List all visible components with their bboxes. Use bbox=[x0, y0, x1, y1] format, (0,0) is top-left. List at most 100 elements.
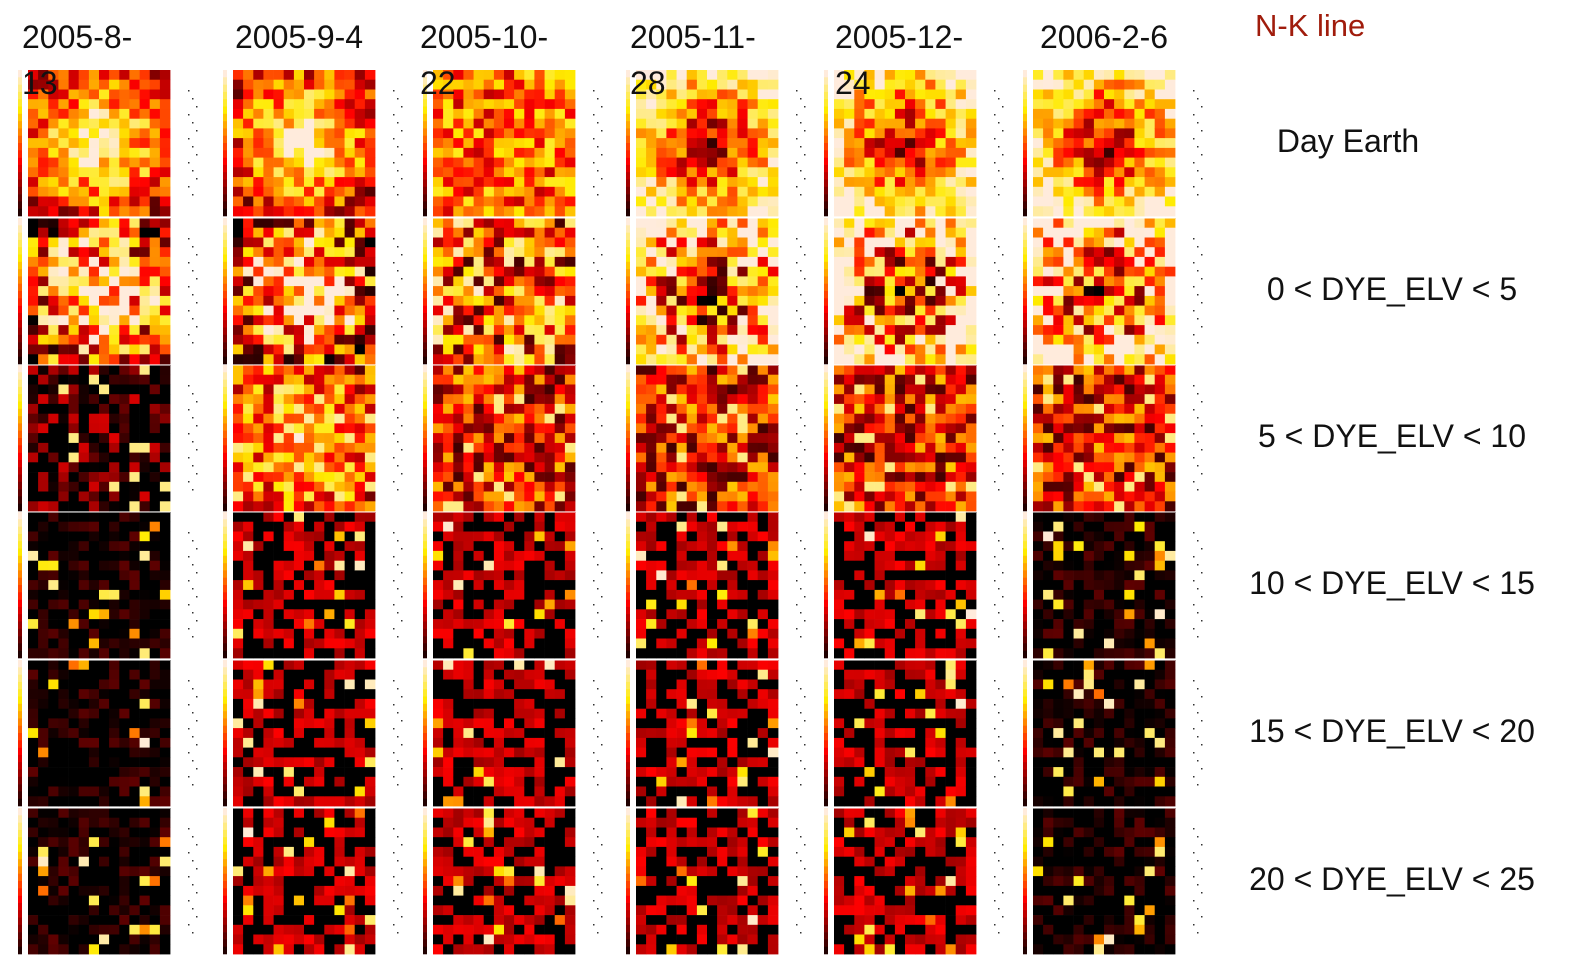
heatmap-cell bbox=[354, 628, 366, 639]
heatmap-cell bbox=[68, 512, 80, 523]
heatmap-cell bbox=[915, 206, 926, 217]
heatmap-cell bbox=[1063, 70, 1074, 81]
heatmap-cell bbox=[925, 325, 936, 336]
heatmap-cell bbox=[1124, 501, 1135, 512]
heatmap-cell bbox=[844, 266, 855, 277]
heatmap-cell bbox=[1164, 286, 1176, 297]
heatmap-cell bbox=[767, 286, 779, 297]
heatmap-cell bbox=[905, 276, 916, 287]
heatmap-cell bbox=[666, 315, 677, 326]
heatmap-cell bbox=[564, 147, 576, 158]
heatmap-cell bbox=[844, 276, 855, 287]
heatmap-cell bbox=[1134, 394, 1145, 405]
heatmap-cell bbox=[293, 501, 305, 512]
heatmap-cell bbox=[834, 227, 845, 238]
heatmap-cell bbox=[78, 305, 90, 316]
heatmap-cell bbox=[1083, 325, 1095, 336]
heatmap-cell bbox=[463, 167, 474, 178]
heatmap-cell bbox=[304, 648, 315, 659]
heatmap-cell bbox=[915, 403, 926, 414]
heatmap-cell bbox=[1043, 108, 1054, 119]
heatmap-cell bbox=[483, 206, 495, 217]
heatmap-cell bbox=[493, 394, 505, 405]
heatmap-cell bbox=[1144, 423, 1156, 434]
heatmap-cell bbox=[334, 196, 345, 207]
heatmap-cell bbox=[78, 334, 90, 345]
heatmap-cell bbox=[344, 276, 356, 287]
heatmap-cell bbox=[955, 354, 967, 365]
heatmap-cell bbox=[139, 247, 151, 258]
heatmap-cell bbox=[1144, 442, 1156, 453]
heatmap-cell bbox=[894, 325, 906, 336]
heatmap-cell bbox=[925, 384, 936, 395]
heatmap-cell bbox=[1093, 394, 1105, 405]
heatmap-cell bbox=[854, 99, 865, 110]
heatmap-cell bbox=[534, 334, 545, 345]
heatmap-cell bbox=[483, 354, 495, 365]
heatmap-cell bbox=[364, 186, 376, 197]
heatmap-cell bbox=[463, 423, 474, 434]
heatmap-cell bbox=[109, 167, 120, 178]
heatmap-cell bbox=[344, 570, 356, 581]
tick-dot bbox=[397, 246, 399, 248]
heatmap-cell bbox=[1083, 305, 1095, 316]
heatmap-cell bbox=[1134, 286, 1145, 297]
heatmap-cell bbox=[48, 365, 59, 376]
heatmap-cell bbox=[1164, 167, 1176, 178]
heatmap-cell bbox=[463, 648, 474, 659]
heatmap-cell bbox=[707, 147, 718, 158]
colorbar-segment bbox=[824, 320, 828, 328]
heatmap-cell bbox=[1104, 186, 1115, 197]
heatmap-cell bbox=[109, 99, 120, 110]
heatmap-cell bbox=[676, 286, 688, 297]
heatmap-cell bbox=[1043, 99, 1054, 110]
heatmap-cell bbox=[344, 247, 356, 258]
colorbar-segment bbox=[1023, 261, 1027, 270]
colorbar-segment bbox=[18, 650, 22, 659]
heatmap-cell bbox=[905, 177, 916, 188]
heatmap-cell bbox=[314, 196, 325, 207]
heatmap-cell bbox=[473, 237, 485, 248]
tick-dot bbox=[1197, 194, 1199, 196]
heatmap-cell bbox=[534, 295, 545, 306]
colorbar-segment bbox=[824, 489, 828, 497]
heatmap-cell bbox=[874, 384, 886, 395]
colorbar-segment bbox=[824, 291, 828, 299]
heatmap-cell bbox=[443, 79, 454, 90]
heatmap-cell bbox=[965, 462, 977, 473]
heatmap-cell bbox=[554, 481, 566, 492]
heatmap-cell bbox=[757, 374, 769, 385]
heatmap-cell bbox=[233, 295, 244, 306]
heatmap-cell bbox=[915, 99, 926, 110]
heatmap-cell bbox=[1164, 70, 1176, 81]
heatmap-cell bbox=[965, 247, 977, 258]
heatmap-cell bbox=[1053, 433, 1064, 444]
heatmap-cell bbox=[955, 276, 967, 287]
heatmap-cell bbox=[686, 79, 698, 90]
heatmap-cell bbox=[304, 108, 315, 119]
heatmap-cell bbox=[109, 619, 120, 630]
heatmap-cell bbox=[717, 442, 728, 453]
heatmap-cell bbox=[324, 481, 335, 492]
heatmap-cell bbox=[564, 433, 576, 444]
heatmap-cell bbox=[139, 619, 151, 630]
heatmap-cell bbox=[1083, 452, 1095, 463]
heatmap-cell bbox=[354, 286, 366, 297]
heatmap-cell bbox=[834, 354, 845, 365]
heatmap-cell bbox=[273, 118, 285, 129]
heatmap-cell bbox=[544, 237, 556, 248]
heatmap-cell bbox=[139, 177, 151, 188]
heatmap-cell bbox=[38, 89, 49, 100]
heatmap-cell bbox=[1033, 334, 1044, 345]
heatmap-cell bbox=[534, 315, 545, 326]
heatmap-cell bbox=[844, 384, 855, 395]
heatmap-cell bbox=[443, 638, 454, 649]
tick-dot bbox=[1002, 401, 1004, 403]
heatmap-cell bbox=[483, 628, 495, 639]
heatmap-cell bbox=[935, 354, 946, 365]
heatmap-cell bbox=[905, 79, 916, 90]
heatmap-cell bbox=[253, 580, 264, 591]
colorbar-segment bbox=[1023, 467, 1027, 475]
heatmap-cell bbox=[1063, 394, 1074, 405]
heatmap-cell bbox=[646, 365, 657, 376]
